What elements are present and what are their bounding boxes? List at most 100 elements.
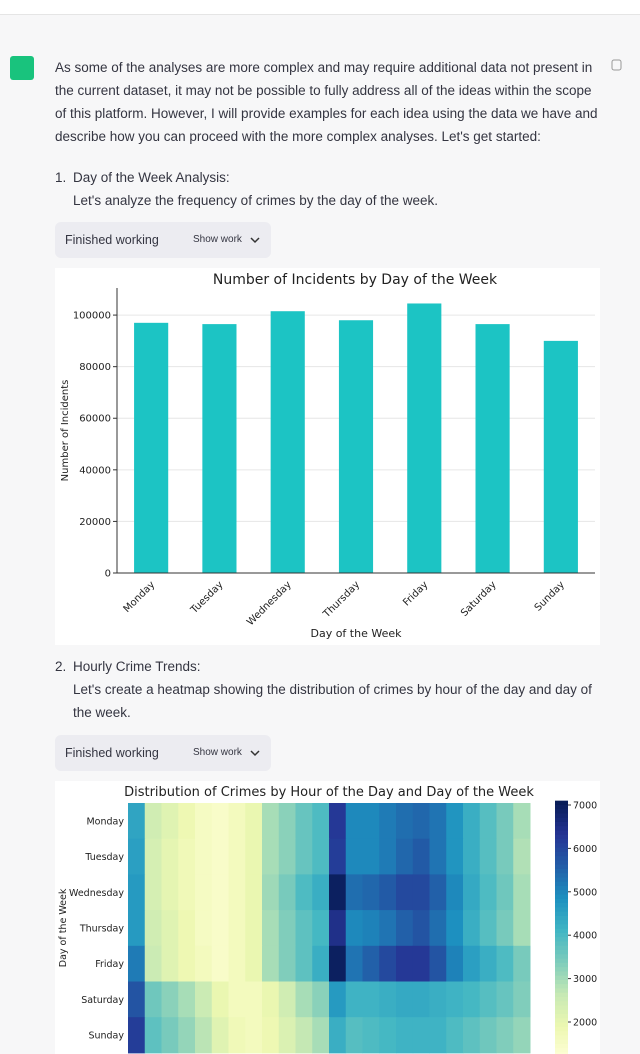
colorbar-step	[555, 958, 568, 964]
heat-cell	[178, 910, 196, 947]
heat-cell	[345, 803, 363, 840]
heat-cell	[345, 838, 363, 875]
y-tick-label: 40000	[79, 465, 111, 476]
item-text: Let's analyze the frequency of crimes by…	[73, 193, 439, 208]
bar	[134, 322, 169, 573]
heat-cell	[128, 803, 146, 840]
heat-cell	[144, 981, 162, 1018]
heat-cell	[463, 945, 481, 982]
heat-cell	[513, 981, 531, 1018]
heat-cell	[379, 1017, 397, 1054]
work-box[interactable]: Finished working Show work	[55, 735, 271, 771]
heat-cell	[479, 981, 497, 1018]
colorbar-step	[555, 817, 568, 823]
heat-cell	[245, 910, 263, 947]
heat-cell	[144, 874, 162, 911]
colorbar-step	[555, 839, 568, 844]
heat-cell	[278, 945, 296, 982]
heat-cell	[513, 803, 531, 840]
colorbar-step	[555, 937, 568, 942]
heat-cell	[228, 838, 246, 875]
item-title: Day of the Week Analysis:	[73, 170, 230, 185]
heat-cell	[345, 1017, 363, 1054]
heat-cell	[262, 981, 280, 1018]
assistant-avatar	[10, 56, 34, 80]
heat-cell	[312, 838, 330, 875]
heat-cell	[195, 803, 213, 840]
colorbar-step	[555, 1026, 568, 1032]
colorbar-step	[555, 877, 568, 883]
heat-cell	[295, 874, 313, 911]
heat-cell	[513, 874, 531, 911]
heat-cell	[312, 910, 330, 947]
heat-cell	[278, 1017, 296, 1054]
heat-cell	[362, 981, 380, 1018]
heat-cell	[144, 945, 162, 982]
heat-cell	[429, 874, 447, 911]
colorbar-step	[555, 1014, 568, 1019]
colorbar-tick-label: 2000	[573, 1018, 597, 1029]
colorbar-step	[555, 971, 568, 977]
chart-image: Distribution of Crimes by Hour of the Da…	[55, 781, 600, 1054]
heat-cell	[211, 874, 229, 911]
y-tick-label: Friday	[95, 959, 124, 970]
colorbar-step	[555, 856, 568, 861]
heat-cell	[245, 981, 263, 1018]
heat-cell	[496, 981, 514, 1018]
heat-cell	[412, 838, 430, 875]
heat-cell	[479, 803, 497, 840]
heat-cell	[312, 803, 330, 840]
heat-cell	[278, 838, 296, 875]
heat-cell	[479, 874, 497, 911]
y-tick-label: 100000	[73, 311, 111, 322]
show-work[interactable]: Show work	[193, 234, 242, 245]
colorbar-step	[555, 1031, 568, 1036]
colorbar-step	[555, 911, 568, 917]
heat-cell	[128, 910, 146, 947]
heat-cell	[429, 945, 447, 982]
heat-cell	[329, 874, 347, 911]
heat-cell	[429, 910, 447, 947]
colorbar-step	[555, 898, 568, 904]
heat-cell	[195, 1017, 213, 1054]
heat-cell	[262, 874, 280, 911]
heat-cell	[329, 1017, 347, 1054]
colorbar-step	[555, 903, 568, 908]
colorbar-step	[555, 881, 568, 887]
heat-cell	[295, 838, 313, 875]
heat-cell	[245, 838, 263, 875]
chart-title: Number of Incidents by Day of the Week	[213, 272, 498, 288]
colorbar-step	[555, 954, 568, 960]
heat-cell	[211, 838, 229, 875]
heat-cell	[463, 803, 481, 840]
heat-cell	[379, 874, 397, 911]
chevron	[250, 237, 260, 244]
heat-cell	[161, 945, 179, 982]
heat-cell	[513, 1017, 531, 1054]
heat-cell	[396, 838, 414, 875]
show-work[interactable]: Show work	[193, 747, 242, 758]
colorbar-step	[555, 826, 568, 832]
heat-cell	[295, 1017, 313, 1054]
bar	[543, 340, 578, 573]
heat-cell	[463, 981, 481, 1018]
heat-cell	[429, 803, 447, 840]
heat-cell	[312, 874, 330, 911]
heat-cell	[463, 838, 481, 875]
heat-cell	[278, 910, 296, 947]
y-tick-label: Sunday	[88, 1031, 124, 1042]
heat-cell	[195, 874, 213, 911]
heat-cell	[429, 1017, 447, 1054]
heat-cell	[379, 838, 397, 875]
colorbar-tick-label: 7000	[573, 801, 597, 812]
heat-cell	[295, 981, 313, 1018]
heat-cell	[379, 803, 397, 840]
heat-cell	[329, 910, 347, 947]
heat-cell	[262, 838, 280, 875]
colorbar-step	[555, 1043, 568, 1049]
heat-cell	[329, 981, 347, 1018]
heat-cell	[178, 803, 196, 840]
copy-icon[interactable]	[610, 58, 634, 72]
work-box[interactable]: Finished working Show work	[55, 222, 271, 258]
heat-cell	[278, 803, 296, 840]
